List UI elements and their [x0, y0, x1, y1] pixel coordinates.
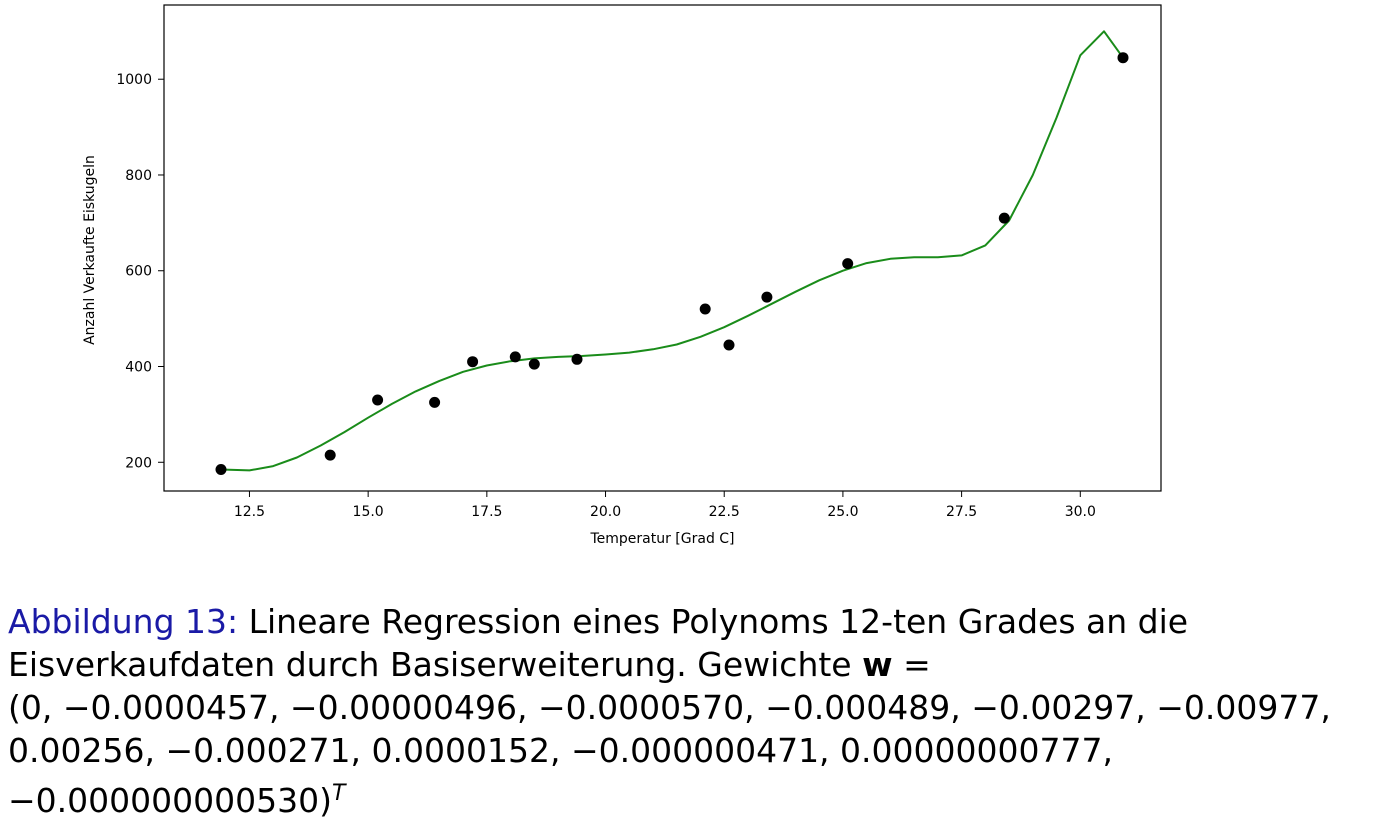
caption-line-3: (0, −0.0000457, −0.00000496, −0.0000570,… [8, 688, 1331, 727]
caption-line-2-equals: = [892, 645, 931, 684]
x-ticks-group: 12.5 15.0 17.5 20.0 22.5 25.0 27.5 30.0 [234, 491, 1096, 520]
caption-line-2: Eisverkaufdaten durch Basiserweiterung. … [8, 643, 1388, 686]
x-tick-label: 12.5 [234, 504, 265, 520]
x-tick-label: 17.5 [471, 504, 502, 520]
caption-line-2-text: Eisverkaufdaten durch Basiserweiterung. … [8, 645, 863, 684]
caption-transpose-sup: T [331, 781, 346, 806]
caption-line-5: −0.000000000530)T [8, 772, 1388, 822]
y-tick-label: 400 [125, 360, 152, 376]
data-point [509, 351, 521, 363]
chart-figure: 12.5 15.0 17.5 20.0 22.5 25.0 27.5 30.0 200 400 6… [82, 4, 1162, 547]
caption-line-4: 0.00256, −0.000271, 0.0000152, −0.000000… [8, 731, 1113, 770]
data-point [372, 394, 384, 406]
data-point [571, 353, 583, 365]
x-tick-label: 20.0 [590, 504, 621, 520]
y-tick-label: 200 [125, 455, 152, 471]
caption-line-1-text: Lineare Regression eines Polynoms 12-ten… [238, 602, 1189, 641]
data-point [429, 396, 441, 408]
data-point [699, 303, 711, 315]
x-tick-label: 15.0 [353, 504, 384, 520]
x-tick-label: 25.0 [827, 504, 858, 520]
y-tick-label: 600 [125, 264, 152, 280]
fit-curve-line [220, 30, 1124, 472]
caption-weight-symbol: w [862, 645, 893, 684]
chart-svg: 12.5 15.0 17.5 20.0 22.5 25.0 27.5 30.0 200 400 6… [82, 4, 1162, 547]
fit-curve-group [220, 30, 1124, 472]
x-tick-label: 27.5 [946, 504, 977, 520]
caption-line-1: Abbildung 13: Lineare Regression eines P… [8, 600, 1388, 643]
figure-caption: Abbildung 13: Lineare Regression eines P… [8, 600, 1388, 822]
data-points-group [215, 52, 1129, 475]
y-tick-label: 1000 [116, 72, 152, 88]
data-point [842, 258, 854, 270]
y-tick-label: 800 [125, 168, 152, 184]
data-point [528, 358, 540, 370]
data-point [761, 291, 773, 303]
data-point [467, 356, 479, 368]
data-point [998, 212, 1010, 224]
x-tick-label: 30.0 [1065, 504, 1096, 520]
plot-area-border [163, 4, 1162, 492]
data-point [324, 449, 336, 461]
y-axis-label: Anzahl Verkaufte Eiskugeln [82, 155, 98, 345]
caption-figure-label: Abbildung 13: [8, 602, 239, 641]
data-point [1117, 52, 1129, 64]
data-point [723, 339, 735, 351]
data-point [215, 464, 227, 475]
caption-line-5-text: −0.000000000530) [8, 781, 332, 820]
plot-frame [163, 4, 1162, 492]
x-tick-label: 22.5 [709, 504, 740, 520]
y-ticks-group: 200 400 600 800 1000 [116, 72, 164, 471]
x-axis-label: Temperatur [Grad C] [589, 531, 734, 547]
